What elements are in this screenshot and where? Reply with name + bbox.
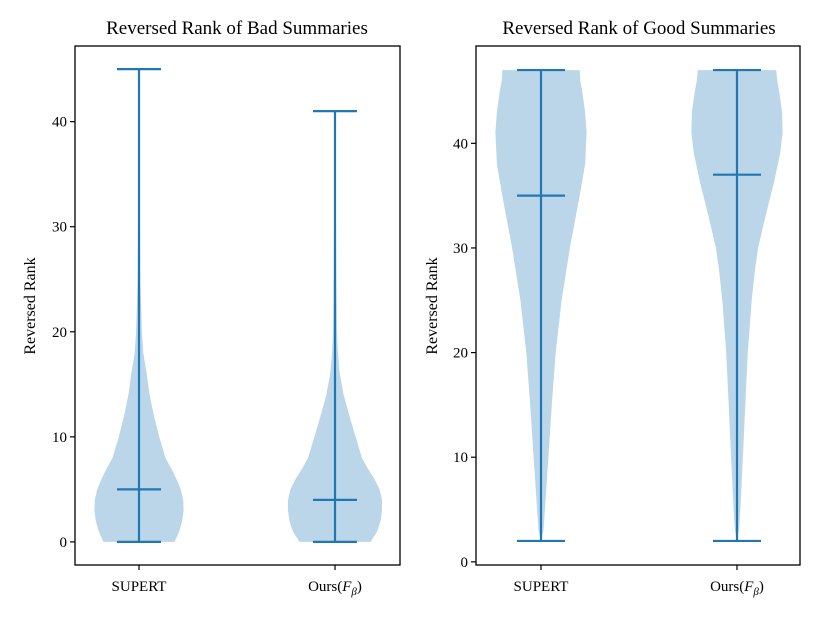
bad-summaries-ylabel: Reversed Rank (22, 257, 39, 354)
good-summaries-axes-frame (475, 45, 801, 566)
bad-summaries-panel: Reversed Rank of Bad Summaries Reversed … (22, 18, 401, 598)
good-summaries-panel: Reversed Rank of Good Summaries Reversed… (424, 18, 801, 598)
good-summaries-ylabel: Reversed Rank (424, 257, 441, 354)
bad-ytick-label: 20 (52, 325, 67, 341)
bad-ytick-label: 10 (52, 430, 67, 446)
good-summaries-plot-area: 0 10 20 30 40 SUPERT Ours(Fβ) (453, 68, 783, 598)
good-summaries-title: Reversed Rank of Good Summaries (502, 18, 775, 39)
bad-supert-xtick-label: SUPERT (112, 579, 167, 595)
good-ytick-label: 30 (453, 241, 468, 257)
good-ours-xtick-label: Ours(Fβ) (710, 579, 764, 598)
bad-ours-xtick-label: Ours(Fβ) (308, 579, 362, 598)
good-ytick-label: 10 (453, 450, 468, 466)
bad-ytick-label: 0 (60, 535, 68, 551)
bad-summaries-plot-area: 0 10 20 30 40 SUPERT Ours(Fβ) (52, 68, 382, 598)
bad-ytick-label: 40 (52, 115, 67, 131)
good-supert-xtick-label: SUPERT (514, 579, 569, 595)
good-ytick-label: 40 (453, 136, 468, 152)
good-ytick-label: 0 (461, 555, 469, 571)
bad-ytick-label: 30 (52, 220, 67, 236)
good-ytick-label: 20 (453, 346, 468, 362)
bad-summaries-title: Reversed Rank of Bad Summaries (106, 18, 368, 39)
bad-summaries-axes-frame (74, 45, 401, 566)
